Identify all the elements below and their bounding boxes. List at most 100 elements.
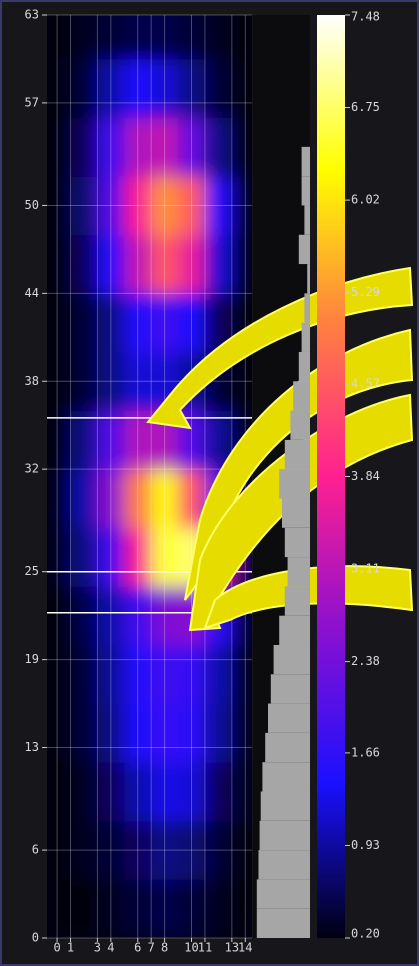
heatmap-cell	[124, 58, 152, 119]
heatmap-cell	[231, 644, 252, 705]
heatmap-cell	[70, 234, 98, 294]
heatmap-cell	[47, 410, 72, 470]
x-tick-label: 14	[238, 941, 252, 955]
x-tick-label: 1	[67, 941, 74, 955]
heatmap-cell	[204, 762, 233, 822]
profile-bar	[279, 615, 310, 645]
y-tick-label: 19	[25, 652, 39, 666]
heatmap-cell	[231, 351, 252, 412]
profile-bar	[259, 820, 310, 851]
heatmap-cell	[97, 117, 125, 177]
profile-bar	[258, 850, 310, 880]
heatmap-cell	[178, 644, 206, 705]
heatmap-cell	[178, 879, 206, 938]
heatmap-cell	[70, 117, 98, 177]
heatmap-cell	[178, 293, 206, 353]
heatmap-cell	[178, 58, 206, 119]
profile-bar	[301, 176, 310, 206]
heatmap-cell	[124, 117, 152, 177]
heatmap-cell	[70, 58, 98, 119]
heatmap-cell	[97, 58, 125, 119]
heatmap-cell	[231, 15, 252, 60]
y-tick-label: 6	[32, 843, 39, 857]
heatmap-cell	[178, 176, 206, 236]
heatmap-cell	[178, 762, 206, 822]
heatmap-cell	[151, 293, 179, 353]
profile-bar	[298, 351, 310, 382]
heatmap-cell	[97, 879, 125, 938]
heatmap-cell	[178, 234, 206, 294]
y-tick-label: 50	[25, 198, 39, 212]
y-tick-label: 63	[25, 8, 39, 22]
colorbar-tick-label: 0.20	[351, 927, 380, 941]
heatmap-cell	[97, 234, 125, 294]
profile-bar	[270, 674, 310, 704]
heatmap-cell	[178, 117, 206, 177]
y-tick-label: 25	[25, 564, 39, 578]
heatmap-cell	[97, 644, 125, 705]
heatmap-cell	[151, 644, 179, 705]
heatmap-cell	[124, 644, 152, 705]
heatmap-cell	[124, 703, 152, 763]
profile-bar	[268, 703, 310, 733]
colorbar-tick-label: 3.84	[351, 469, 380, 483]
profile-bar	[260, 791, 310, 821]
profile-bar	[304, 293, 310, 323]
x-tick-label: 6	[134, 941, 141, 955]
heatmap-cell	[124, 176, 152, 236]
heatmap-cell	[151, 176, 179, 236]
heatmap-cell	[97, 527, 125, 587]
y-tick-label: 32	[25, 462, 39, 476]
heatmap-cell	[97, 15, 125, 60]
profile-bar	[290, 410, 310, 440]
colorbar-tick-label: 6.75	[351, 100, 380, 114]
heatmap-cell	[124, 527, 152, 587]
profile-bar	[301, 146, 310, 177]
heatmap-cell	[204, 644, 233, 705]
heatmap-cell	[124, 293, 152, 353]
heatmap-cell	[151, 117, 179, 177]
heatmap-cell	[151, 820, 179, 880]
heatmap-cell	[151, 586, 179, 646]
heatmap-cell	[70, 410, 98, 470]
profile-bar	[307, 264, 310, 294]
colorbar	[317, 15, 345, 938]
heatmap-cell	[47, 703, 72, 763]
heatmap-cell	[97, 469, 125, 529]
heatmap-cell	[124, 820, 152, 880]
heatmap-cell	[151, 15, 179, 60]
heatmap-cell	[47, 762, 72, 822]
x-tick-label: 11	[198, 941, 212, 955]
heatmap-cell	[70, 644, 98, 705]
y-tick-label: 57	[25, 95, 39, 109]
colorbar-tick-label: 4.57	[351, 376, 380, 390]
heatmap-cell	[70, 469, 98, 529]
heatmap-cell	[204, 176, 233, 236]
heatmap-cell	[47, 351, 72, 412]
heatmap-cell	[70, 15, 98, 60]
profile-bar	[293, 381, 310, 411]
heatmap-cell	[204, 117, 233, 177]
profile-bar	[262, 762, 310, 792]
heatmap-cell	[47, 879, 72, 938]
heatmap-cell	[97, 410, 125, 470]
heatmap-cell	[231, 703, 252, 763]
heatmap-cell	[124, 410, 152, 470]
heatmap-cell	[151, 879, 179, 938]
profile-bar	[287, 557, 310, 587]
heatmap-cell	[231, 820, 252, 880]
x-tick-label: 10	[184, 941, 198, 955]
colorbar-tick-label: 2.38	[351, 654, 380, 668]
heatmap-cell	[151, 703, 179, 763]
heatmap-cell	[231, 58, 252, 119]
colorbar-tick-label: 1.66	[351, 745, 380, 759]
heatmap-cell	[47, 586, 72, 646]
heatmap-cell	[47, 15, 72, 60]
heatmap-cell	[151, 469, 179, 529]
heatmap-cell	[151, 58, 179, 119]
heatmap-cell	[178, 15, 206, 60]
profile-bar	[304, 205, 310, 235]
heatmap-cell	[70, 879, 98, 938]
y-tick-label: 0	[32, 931, 39, 945]
